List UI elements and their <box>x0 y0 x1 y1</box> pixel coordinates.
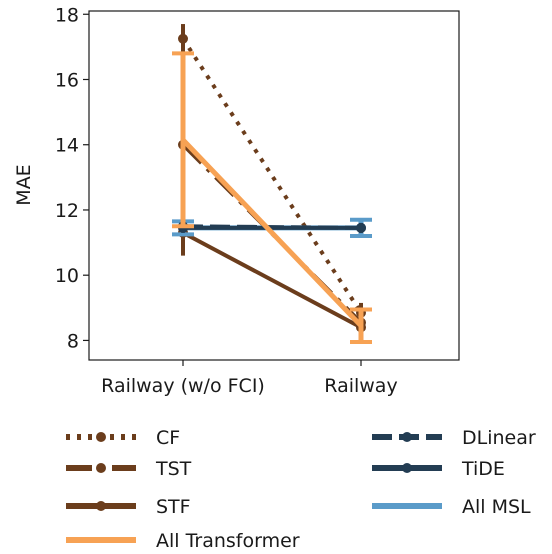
series-layer <box>172 24 372 345</box>
x-tick-label: Railway <box>324 375 397 397</box>
legend-item-stf: STF <box>66 496 191 518</box>
y-tick-label: 16 <box>55 69 79 91</box>
legend-label: STF <box>156 496 191 518</box>
y-axis: 8 10 12 14 16 18 <box>55 4 89 352</box>
legend-item-tide: TiDE <box>372 458 505 480</box>
legend-label: TST <box>155 458 192 480</box>
legend-marker <box>96 501 106 511</box>
series-line <box>182 231 362 330</box>
x-tick-label: Railway (w/o FCI) <box>101 375 265 397</box>
legend-marker <box>96 463 106 473</box>
legend-marker <box>402 463 412 473</box>
y-tick-label: 10 <box>55 265 79 287</box>
legend-label: TiDE <box>461 458 505 480</box>
legend-item-all-msl: All MSL <box>372 496 531 518</box>
y-tick-label: 8 <box>67 330 79 352</box>
legend-marker <box>402 432 412 442</box>
data-point <box>178 33 188 44</box>
y-tick-label: 12 <box>55 200 79 222</box>
plot-area <box>88 10 460 361</box>
legend-item-cf: CF <box>66 427 180 449</box>
series-cf <box>178 24 366 323</box>
legend-label: All MSL <box>462 496 531 518</box>
legend-label: CF <box>156 427 180 449</box>
data-point <box>356 222 366 233</box>
legend-label: DLinear <box>462 427 536 449</box>
series-all-transformer <box>172 51 372 345</box>
legend-item-tst: TST <box>66 458 192 480</box>
legend-label: All Transformer <box>156 530 300 552</box>
x-axis: Railway (w/o FCI) Railway <box>101 360 398 397</box>
legend-marker <box>96 432 106 442</box>
y-tick-label: 18 <box>55 4 79 26</box>
legend-item-all-transformer: All Transformer <box>66 530 300 552</box>
legend-item-dlinear: DLinear <box>372 427 536 449</box>
plot-frame <box>88 10 460 361</box>
legend: CF TST STF All Transformer DLinear TiDE All MS… <box>66 427 536 552</box>
y-tick-label: 14 <box>55 135 79 157</box>
series-line <box>181 138 363 328</box>
y-axis-label: MAE <box>13 164 35 205</box>
series-line <box>181 37 363 314</box>
